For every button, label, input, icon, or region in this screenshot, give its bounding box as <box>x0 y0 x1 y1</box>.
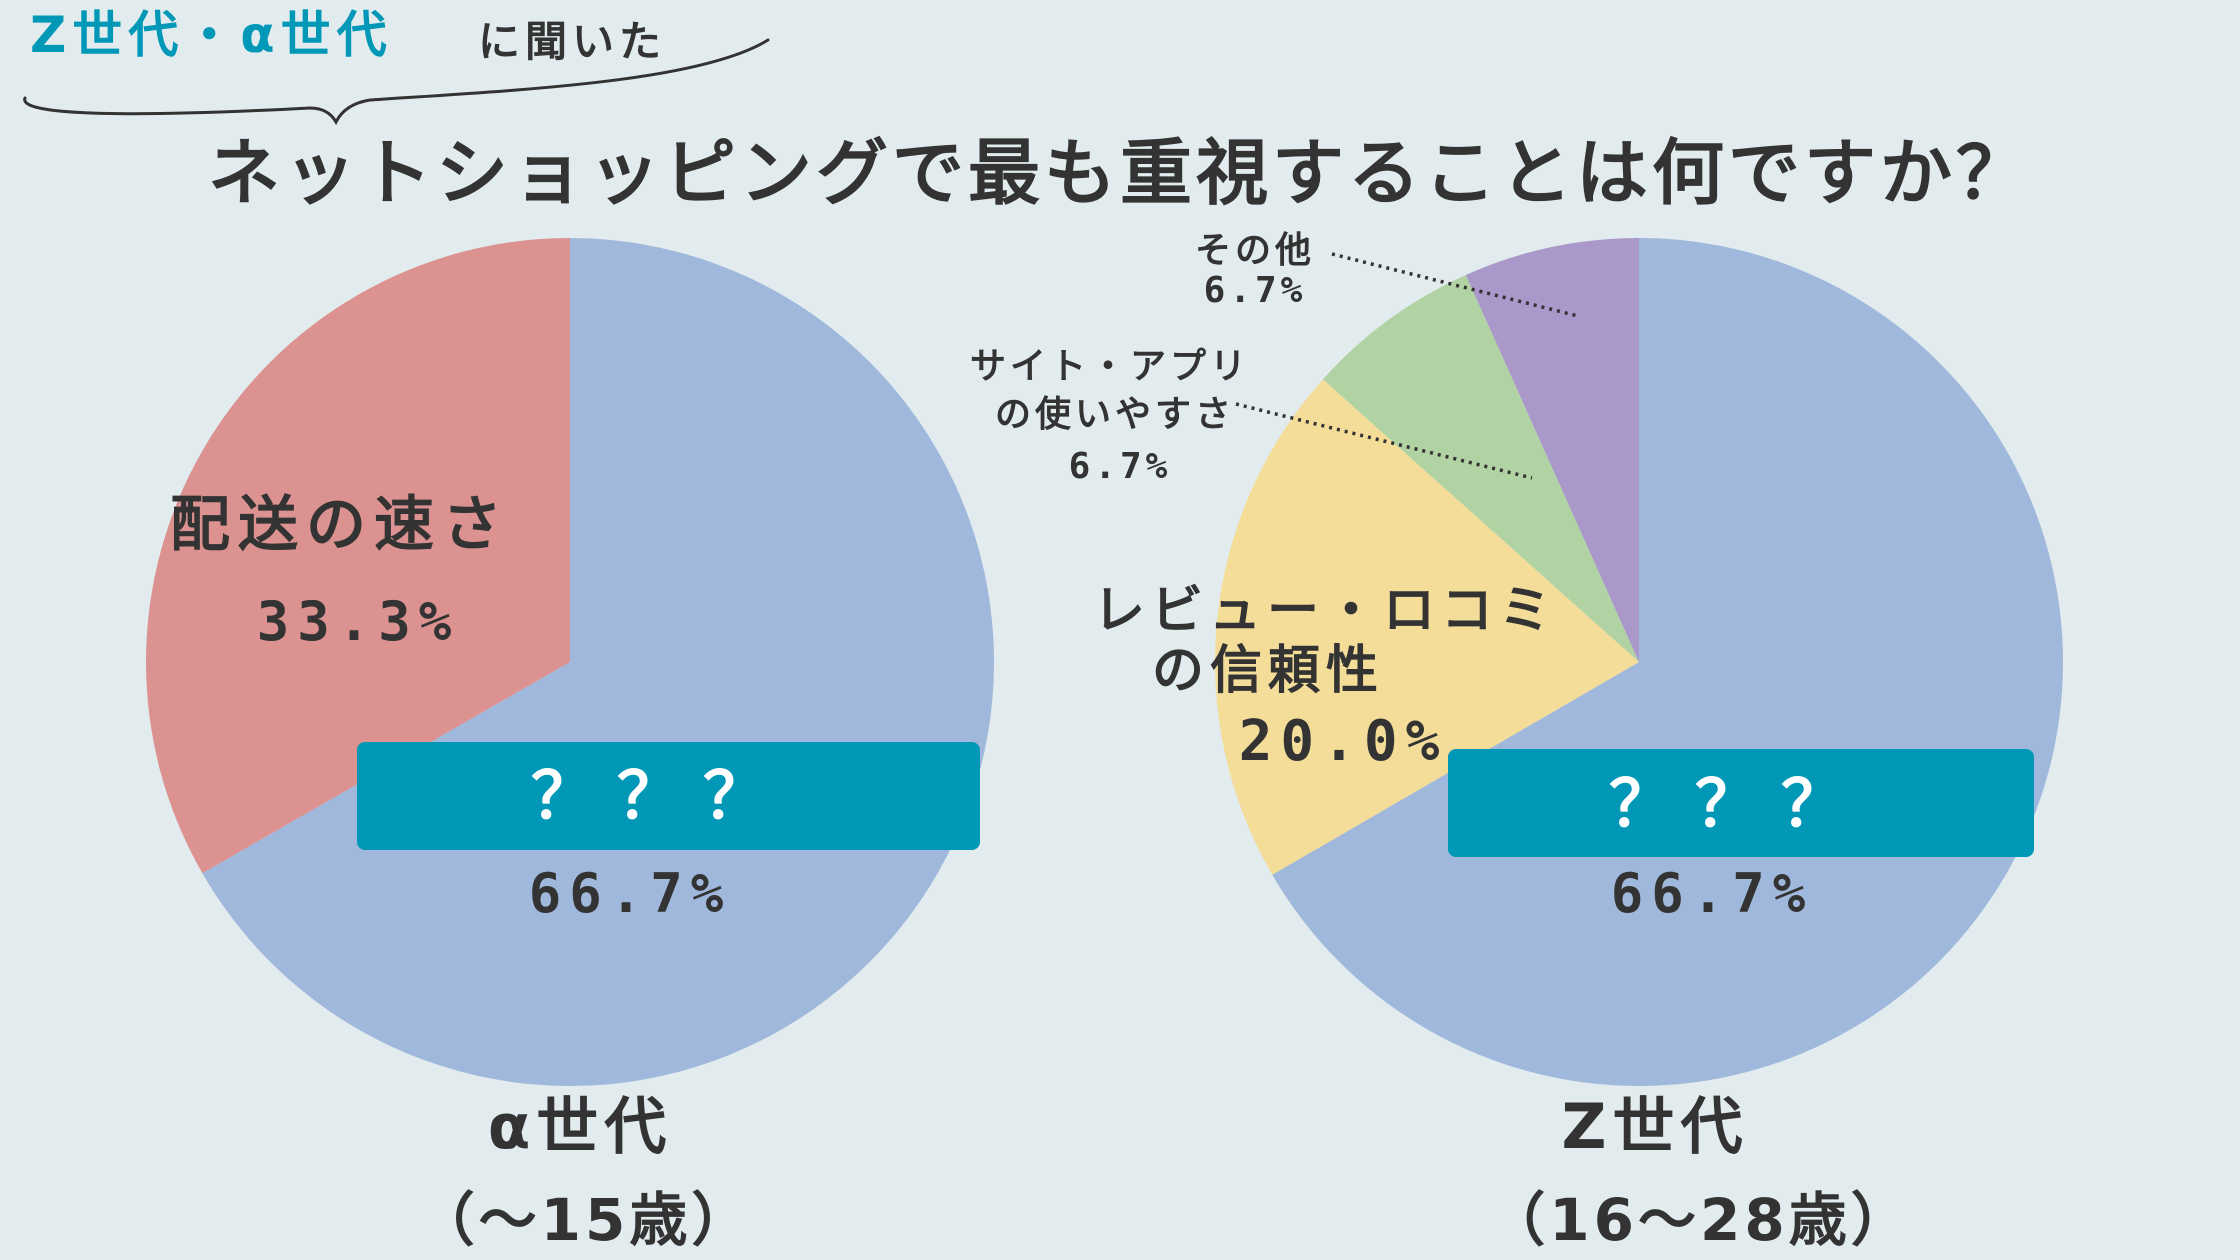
slice-label-reviews: レビュー・ロコミの信頼性 <box>1093 581 1557 701</box>
slice-value-delivery: 33.3% <box>257 590 460 653</box>
pie-chart-alpha <box>145 238 994 1086</box>
slice-label-delivery: 配送の速さ <box>170 490 510 560</box>
slice-value-masked-z: 66.7% <box>1611 862 1814 925</box>
slice-other <box>1465 238 1639 662</box>
pie-chart-z <box>1215 238 2064 1086</box>
slice-masked <box>202 238 994 1086</box>
slice-value-other: 6.7% <box>1204 270 1307 311</box>
group-label-z: Z世代 <box>1562 1090 1749 1163</box>
slice-masked <box>1272 238 2064 1086</box>
slice-value-usability: 6.7% <box>1069 446 1172 487</box>
slice-value-reviews: 20.0% <box>1239 709 1448 774</box>
slice-delivery-speed <box>145 238 570 874</box>
page-title: ネットショッピングで最も重視することは何ですか？ <box>208 131 2032 215</box>
slice-label-usability: サイト・アプリの使いやすさ <box>970 346 1250 435</box>
header-tag-rest: に聞いた <box>478 17 666 66</box>
leader-line-other <box>1331 252 1579 318</box>
slice-usability <box>1322 274 1639 662</box>
age-range-z: （16～28歳） <box>1487 1186 1912 1254</box>
masked-answer-label: ？？？ <box>531 760 789 834</box>
header-tag-highlight: Z世代・α世代 <box>30 6 393 64</box>
group-label-alpha: α世代 <box>488 1090 673 1163</box>
masked-answer-banner <box>357 742 980 850</box>
leader-line-usability <box>1235 402 1533 480</box>
slice-value-masked: 66.7% <box>529 862 732 925</box>
slice-label-other: その他 <box>1195 230 1315 271</box>
masked-answer-label-z: ？？？ <box>1609 768 1867 842</box>
masked-answer-banner-z <box>1448 749 2034 857</box>
age-range-alpha: （～15歳） <box>417 1186 754 1254</box>
slice-reviews <box>1215 379 1639 875</box>
header-underline-swoosh <box>23 38 770 126</box>
